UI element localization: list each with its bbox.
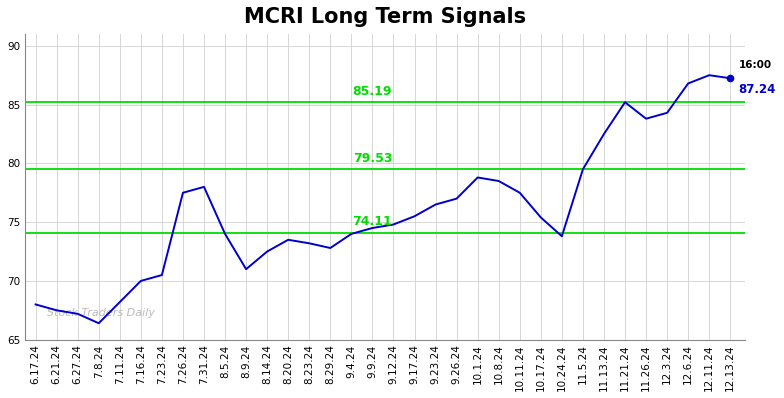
- Text: 74.11: 74.11: [353, 215, 392, 228]
- Text: 87.24: 87.24: [739, 83, 776, 96]
- Text: 79.53: 79.53: [353, 152, 392, 165]
- Text: 16:00: 16:00: [739, 60, 771, 70]
- Text: Stock Traders Daily: Stock Traders Daily: [47, 308, 154, 318]
- Title: MCRI Long Term Signals: MCRI Long Term Signals: [244, 7, 526, 27]
- Text: 85.19: 85.19: [353, 85, 392, 98]
